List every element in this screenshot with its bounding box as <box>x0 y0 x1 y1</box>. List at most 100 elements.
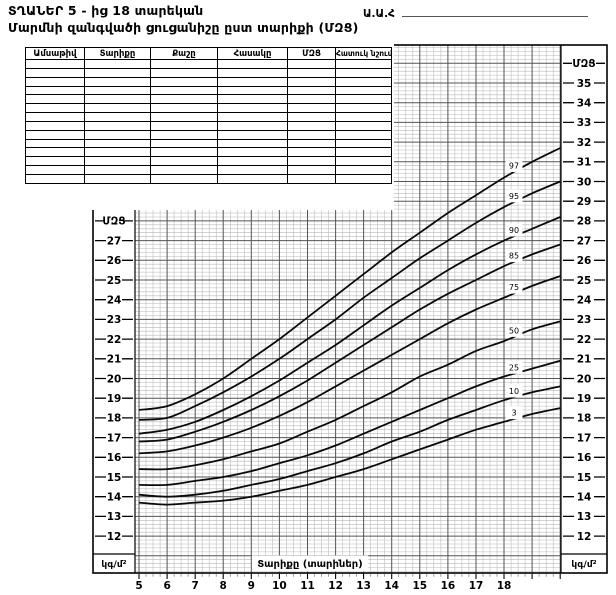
y-axis-title-right: ՄԶՑ <box>572 58 595 70</box>
y-tick-label: 22 <box>577 334 592 346</box>
percentile-curve-25 <box>138 359 561 487</box>
y-tick-label: 19 <box>577 393 592 405</box>
record-table-cell <box>335 112 392 122</box>
record-table-cell <box>335 85 392 96</box>
y-tick-label: 16 <box>107 452 122 464</box>
record-table-row <box>25 165 392 175</box>
record-table-cell <box>335 165 392 175</box>
record-table-cell <box>150 147 218 158</box>
record-table-row <box>25 147 392 158</box>
name-field-blank <box>401 6 588 17</box>
record-table-row <box>25 76 392 87</box>
record-table-cell <box>217 94 288 105</box>
percentile-curve-10 <box>138 385 561 498</box>
record-table-cell <box>150 59 218 69</box>
y-tick-label: 16 <box>577 452 592 464</box>
record-table-cell <box>150 103 218 114</box>
record-table-cell <box>287 173 336 184</box>
x-tick-label: 7 <box>192 580 199 592</box>
percentile-label: 25 <box>509 363 519 372</box>
record-table-cell <box>25 120 85 131</box>
record-table-header: Հատուկ նշումներ <box>335 47 392 60</box>
record-table-cell <box>84 173 151 184</box>
x-tick-label: 11 <box>300 580 315 592</box>
record-table-cell <box>217 103 288 114</box>
record-table-header: Քաշը <box>150 47 218 60</box>
record-table-cell <box>287 147 336 158</box>
record-table-cell <box>84 147 151 158</box>
record-table-cell <box>150 67 218 78</box>
record-table-cell <box>84 156 151 167</box>
record-table-cell <box>150 85 218 96</box>
record-table-cell <box>84 129 151 140</box>
record-table-cell <box>150 94 218 105</box>
record-table-cell <box>217 120 288 131</box>
y-tick-label: 27 <box>577 235 592 247</box>
record-table-row <box>25 59 392 69</box>
record-table-cell <box>335 120 392 131</box>
record-table-cell <box>84 94 151 105</box>
record-table-cell <box>217 138 288 149</box>
record-table-row <box>25 120 392 131</box>
y-tick-label: 31 <box>577 157 592 169</box>
x-axis-ticks <box>138 573 561 579</box>
record-table-cell <box>287 59 336 69</box>
y-tick-label: 18 <box>107 413 122 425</box>
x-tick-label: 8 <box>220 580 227 592</box>
record-table-cell <box>217 76 288 87</box>
y-tick-label: 20 <box>107 373 122 385</box>
y-axis-title-left: ՄԶՑ <box>102 216 125 228</box>
y-tick-label: 13 <box>107 511 122 523</box>
x-tick-label: 10 <box>272 580 287 592</box>
record-table-cell <box>287 165 336 175</box>
x-tick-label: 6 <box>163 580 170 592</box>
record-table-cell <box>84 85 151 96</box>
record-table-cell <box>287 120 336 131</box>
record-table-cell <box>217 67 288 78</box>
y-tick-label: 15 <box>577 472 592 484</box>
record-table-cell <box>287 76 336 87</box>
record-table-cell <box>335 67 392 78</box>
x-tick-label: 5 <box>135 580 142 592</box>
record-table-cell <box>287 156 336 167</box>
record-table-header: Ամսաթիվ <box>25 47 85 60</box>
name-field-label: Ա.Ա.Հ <box>363 8 395 20</box>
y-axis-right: 35 34 33 32 31 30 29 28 27 26 25 24 23 22 21 20 19 18 17 16… <box>563 78 605 543</box>
record-table-cell <box>84 76 151 87</box>
y-tick-label: 19 <box>107 393 122 405</box>
record-table-cell <box>150 120 218 131</box>
record-table-cell <box>25 67 85 78</box>
record-table-cell <box>287 129 336 140</box>
name-field: Ա.Ա.Հ <box>363 6 588 20</box>
record-table-row <box>25 67 392 78</box>
record-table-cell <box>25 85 85 96</box>
record-table-row <box>25 112 392 122</box>
y-tick-label: 17 <box>107 432 122 444</box>
y-tick-label: 32 <box>577 137 592 149</box>
page-title: ՏՂԱՆԵՐ 5 - ից 18 տարեկան Մարմնի զանգվածի… <box>8 3 359 37</box>
record-table-cell <box>25 59 85 69</box>
y-tick-label: 25 <box>107 275 122 287</box>
record-table-cell <box>150 156 218 167</box>
y-tick-label: 35 <box>577 78 592 90</box>
record-table-cell <box>287 85 336 96</box>
record-table-cell <box>150 112 218 122</box>
x-tick-label: 14 <box>384 580 399 592</box>
y-tick-label: 33 <box>577 117 592 129</box>
record-table-cell <box>25 173 85 184</box>
record-table-cell <box>84 165 151 175</box>
y-tick-label: 12 <box>107 531 122 543</box>
record-table-cell <box>335 147 392 158</box>
y-tick-label: 29 <box>577 196 592 208</box>
y-tick-label: 12 <box>577 531 592 543</box>
record-table-cell <box>335 94 392 105</box>
record-table-row <box>25 103 392 114</box>
y-tick-label: 26 <box>107 255 122 267</box>
y-tick-label: 21 <box>577 354 592 366</box>
record-table-row <box>25 94 392 105</box>
x-axis-labels: 5 6 7 8 9 10 11 12 13 14 15 16 17 18 <box>135 580 511 592</box>
record-table-row <box>25 173 392 184</box>
record-table-cell <box>25 138 85 149</box>
y-tick-label: 24 <box>577 295 592 307</box>
y-tick-label: 24 <box>107 295 122 307</box>
